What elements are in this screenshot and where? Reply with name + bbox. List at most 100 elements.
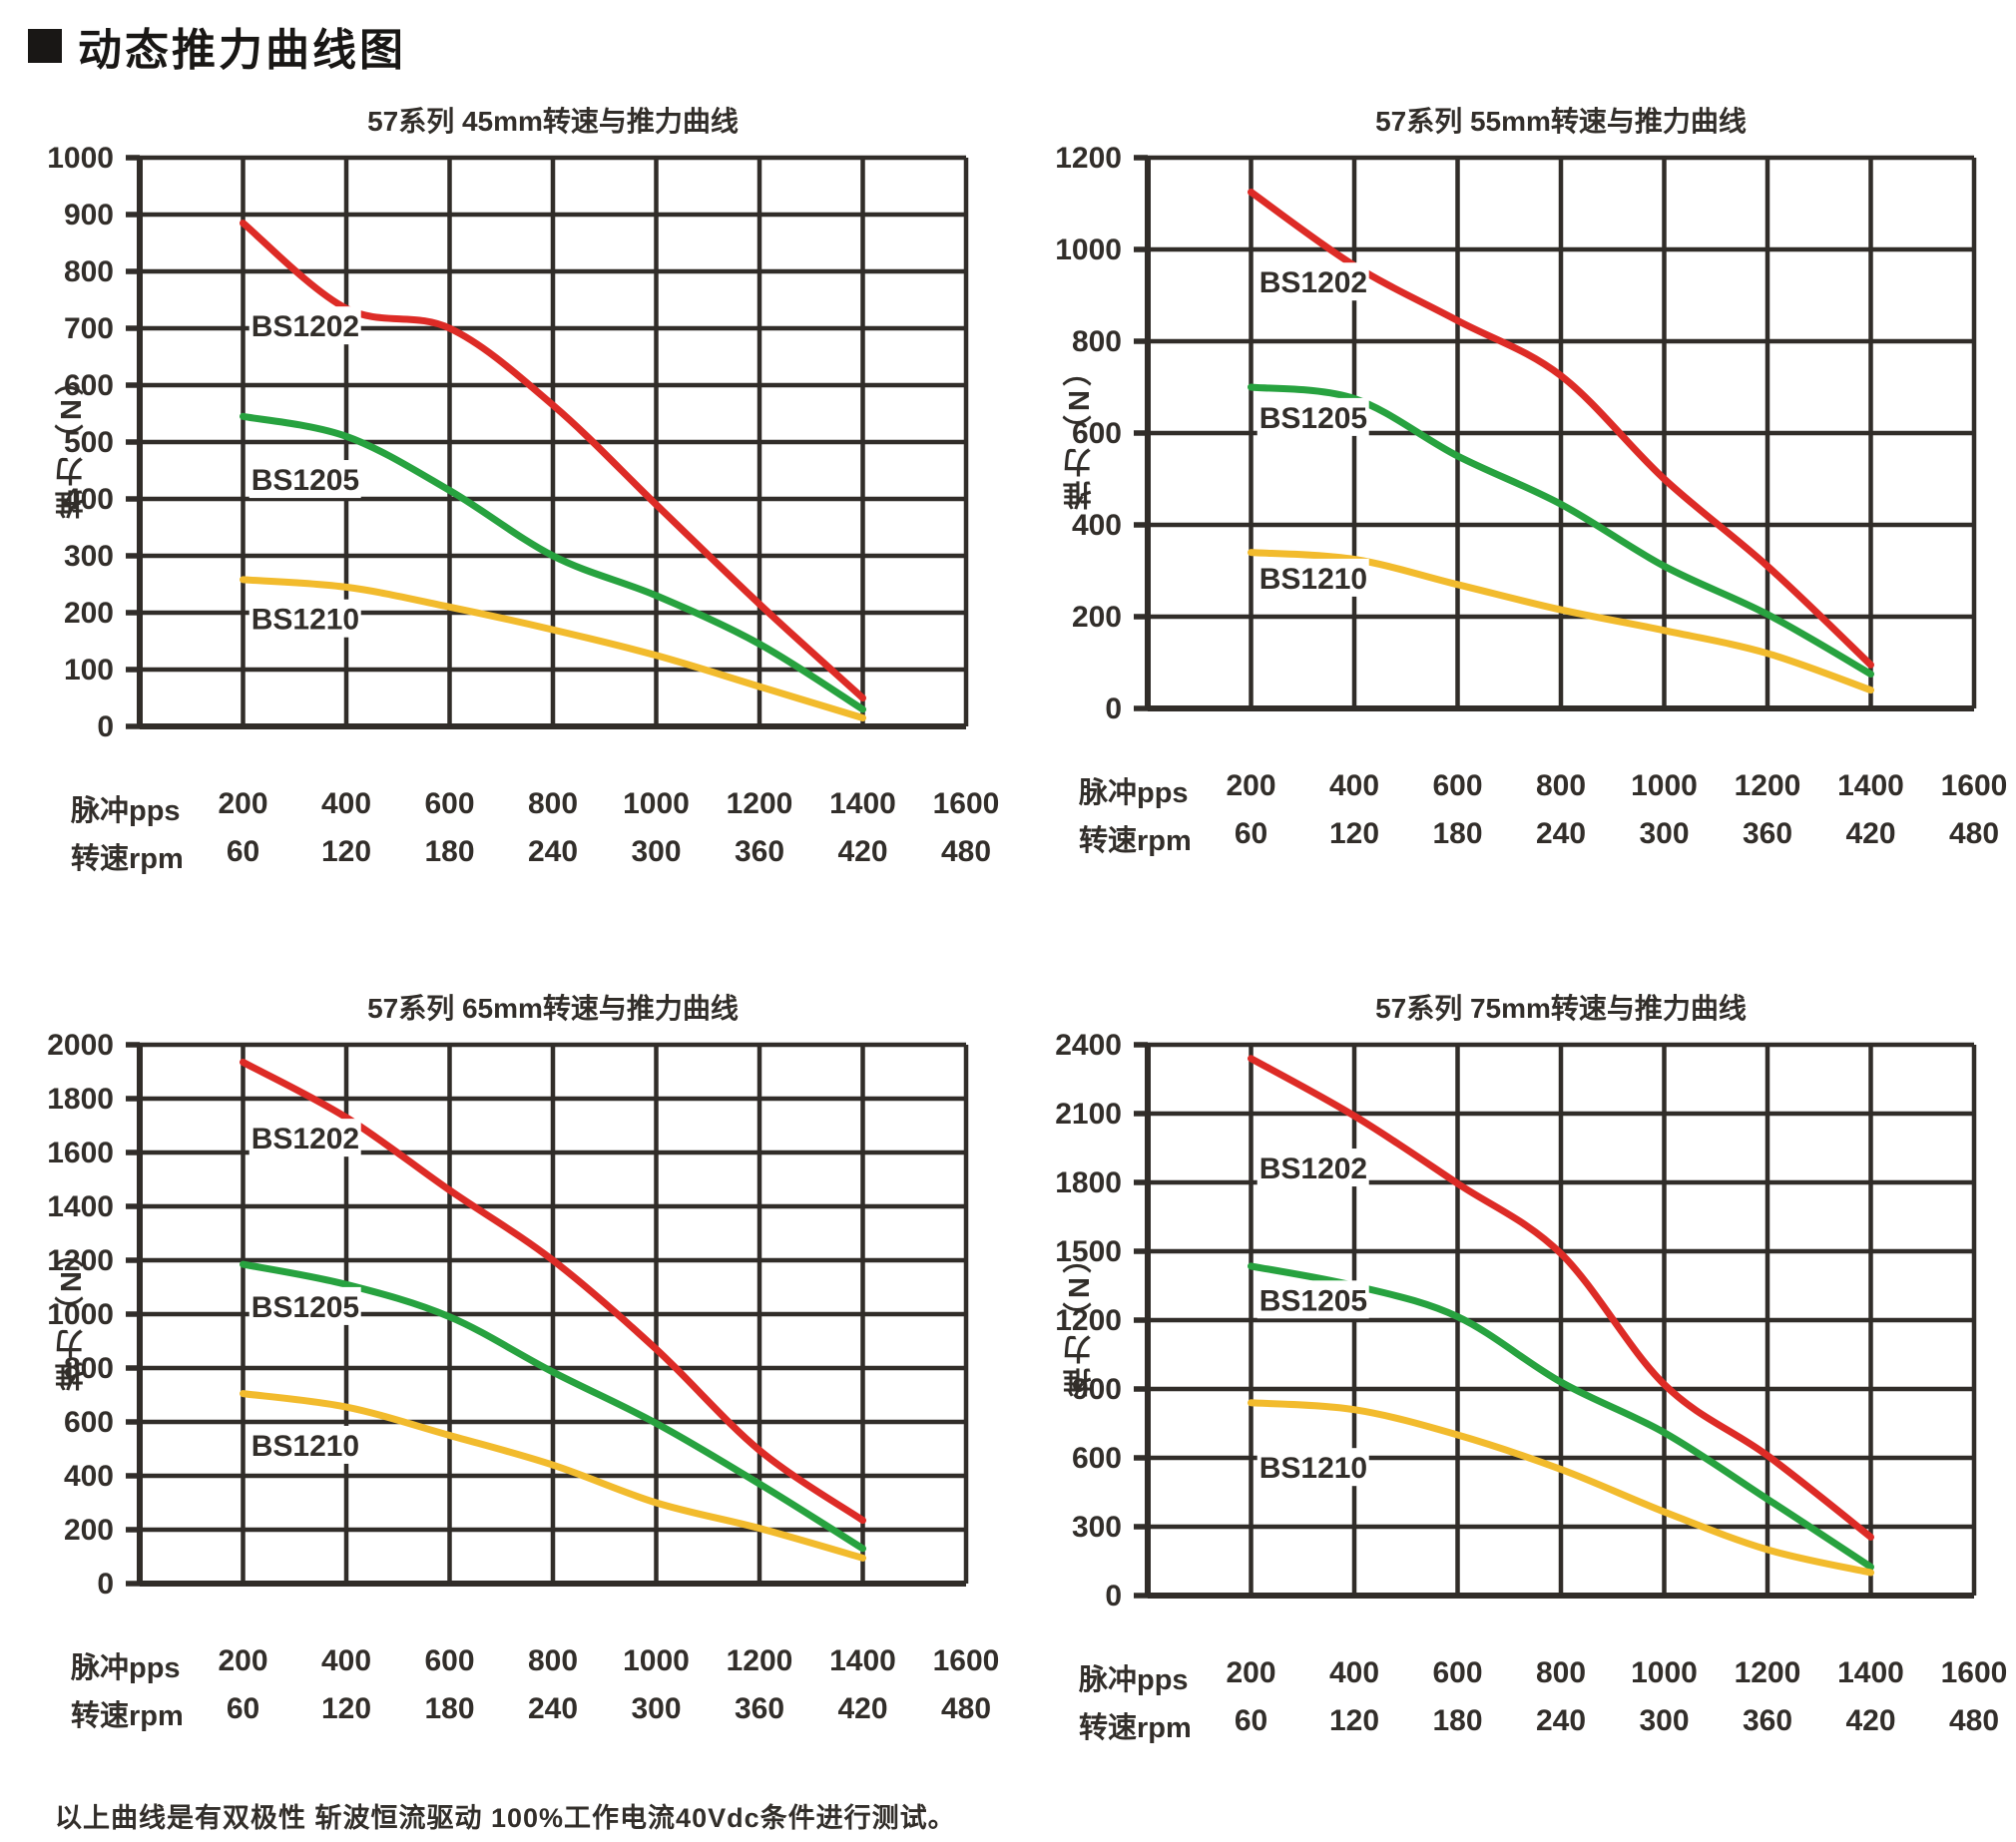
x-tick-x_pps-800: 800 bbox=[1535, 1656, 1587, 1689]
y-tick-label: 400 bbox=[1072, 509, 1122, 542]
x-tick-x_pps-1200: 1200 bbox=[726, 787, 793, 820]
y-tick-label: 0 bbox=[97, 1568, 114, 1600]
series-label-bs1210: BS1210 bbox=[1260, 1452, 1367, 1485]
series-label-bg bbox=[249, 306, 361, 345]
series-label-bg bbox=[249, 1425, 361, 1464]
x-axis-75mm: 脉冲pps 200 400 600 800 1000 1200 1400 1600 转速rpm 60… bbox=[1053, 1656, 2007, 1744]
plot-grid: 2000180016001400120010008006004002000BS1… bbox=[47, 1029, 969, 1601]
x-tick-x_rpm-360: 360 bbox=[1742, 817, 1793, 850]
x-tick-x_rpm-300: 300 bbox=[631, 835, 682, 868]
curve-bs1210 bbox=[240, 576, 866, 721]
chart-57-55mm: 57系列 55mm转速与推力曲线 推力（N） 1200 1000 800 600 400… bbox=[1053, 100, 2016, 875]
x-axis-45mm: 脉冲pps 200 400 600 800 1000 1200 1400 1600 转速rpm 60… bbox=[45, 787, 999, 875]
x-tick-x_rpm-360: 360 bbox=[1742, 1704, 1793, 1737]
y-tick-label: 900 bbox=[64, 199, 114, 231]
x-tick-x_pps-1000: 1000 bbox=[623, 787, 690, 820]
y-tick-label: 300 bbox=[64, 540, 114, 573]
x-axis-row-label-x_pps: 脉冲pps bbox=[1079, 777, 1189, 809]
chart-title-45mm: 57系列 45mm转速与推力曲线 bbox=[367, 106, 739, 137]
x-tick-x_pps-200: 200 bbox=[1226, 1656, 1276, 1689]
x-tick-x_pps-800: 800 bbox=[527, 787, 579, 820]
x-axis-row-label-x_rpm: 转速rpm bbox=[71, 843, 184, 875]
section-marker-square-icon bbox=[28, 29, 62, 63]
y-tick-label: 800 bbox=[1072, 325, 1122, 358]
y-tick-label: 1500 bbox=[1055, 1235, 1122, 1268]
y-tick-label: 1400 bbox=[47, 1190, 114, 1223]
y-tick-label: 800 bbox=[64, 255, 114, 288]
y-tick-label: 600 bbox=[1072, 1442, 1122, 1475]
y-tick-label: 700 bbox=[64, 312, 114, 345]
y-tick-label: 1000 bbox=[47, 142, 114, 175]
x-tick-x_pps-1400: 1400 bbox=[829, 1644, 896, 1677]
x-tick-x_rpm-300: 300 bbox=[1639, 1704, 1690, 1737]
y-tick-label: 1600 bbox=[47, 1137, 114, 1169]
x-tick-x_pps-1400: 1400 bbox=[1837, 1656, 1904, 1689]
curve-bs1202 bbox=[1248, 1055, 1874, 1541]
test-condition-note: 以上曲线是有双极性 斩波恒流驱动 100%工作电流40Vdc条件进行测试。 bbox=[55, 1803, 956, 1833]
series-label-bg bbox=[249, 460, 361, 499]
x-tick-x_rpm-240: 240 bbox=[1535, 817, 1587, 850]
y-tick-label: 1200 bbox=[1055, 1304, 1122, 1337]
x-tick-x_pps-1200: 1200 bbox=[1734, 769, 1801, 802]
series-label-bg bbox=[249, 1286, 361, 1325]
series-label-bs1205: BS1205 bbox=[1260, 402, 1367, 435]
x-tick-x_pps-200: 200 bbox=[218, 1644, 268, 1677]
y-tick-label: 0 bbox=[1105, 1580, 1122, 1612]
y-tick-label: 200 bbox=[64, 597, 114, 630]
x-tick-x_rpm-300: 300 bbox=[1639, 817, 1690, 850]
x-tick-x_rpm-60: 60 bbox=[226, 1692, 260, 1725]
curve-bs1202 bbox=[240, 1059, 866, 1525]
x-tick-x_rpm-60: 60 bbox=[1234, 817, 1268, 850]
x-tick-x_rpm-180: 180 bbox=[424, 1692, 475, 1725]
x-tick-x_rpm-420: 420 bbox=[837, 1692, 888, 1725]
series-label-bg bbox=[1257, 262, 1369, 301]
x-tick-x_pps-400: 400 bbox=[320, 787, 372, 820]
series-label-bs1210: BS1210 bbox=[252, 1430, 359, 1463]
y-axis-label: 推力（N） bbox=[56, 362, 88, 519]
series-label-bs1202: BS1202 bbox=[1260, 1152, 1367, 1185]
chart-57-75mm: 57系列 75mm转速与推力曲线 推力（N） 2400 2100 1800 1500 1… bbox=[1053, 987, 2016, 1744]
x-tick-x_pps-600: 600 bbox=[424, 787, 475, 820]
curve-bs1205 bbox=[240, 412, 866, 713]
y-tick-label: 2000 bbox=[47, 1029, 114, 1062]
x-tick-x_rpm-180: 180 bbox=[1432, 1704, 1483, 1737]
series-label-bs1202: BS1202 bbox=[252, 1123, 359, 1155]
chart-title-55mm: 57系列 55mm转速与推力曲线 bbox=[1375, 106, 1747, 137]
x-axis-row-label-x_pps: 脉冲pps bbox=[71, 795, 181, 827]
series-label-bs1205: BS1205 bbox=[252, 464, 359, 497]
series-label-bs1202: BS1202 bbox=[252, 310, 359, 343]
thrust-plot-svg: 1200 1000 800 600 400 200 0 BS1202 BS1205 BS1210 bbox=[1055, 142, 1977, 725]
x-tick-x_pps-800: 800 bbox=[527, 1644, 579, 1677]
x-tick-x_pps-600: 600 bbox=[424, 1644, 475, 1677]
x-tick-x_pps-600: 600 bbox=[1432, 1656, 1483, 1689]
x-tick-x_pps-800: 800 bbox=[1535, 769, 1587, 802]
page-header: 动态推力曲线图 bbox=[0, 0, 2016, 78]
y-axis-label: 推力（N） bbox=[56, 1234, 88, 1391]
series-label-bg bbox=[249, 1119, 361, 1157]
x-tick-x_pps-400: 400 bbox=[1328, 769, 1380, 802]
x-axis-55mm: 脉冲pps 200 400 600 800 1000 1200 1400 1600 转速rpm 60… bbox=[1053, 769, 2007, 857]
x-tick-x_pps-1400: 1400 bbox=[829, 787, 896, 820]
y-tick-label: 600 bbox=[1072, 417, 1122, 450]
y-tick-label: 1200 bbox=[1055, 142, 1122, 175]
chart-57-45mm: 57系列 45mm转速与推力曲线 推力（N） 1000 900 800 700 600 5… bbox=[45, 100, 1008, 875]
x-tick-x_pps-400: 400 bbox=[320, 1644, 372, 1677]
x-tick-x_rpm-120: 120 bbox=[1328, 1704, 1380, 1737]
y-tick-label: 200 bbox=[64, 1514, 114, 1547]
series-label-bg bbox=[1257, 1149, 1369, 1187]
curve-bs1205 bbox=[240, 1260, 866, 1553]
plot-area-65mm: 2000 1800 1600 1400 1200 1000 800 600 400 200 0 BS1… bbox=[45, 1029, 981, 1605]
thrust-plot-svg: 10009008007006005004003002001000BS1202BS… bbox=[47, 142, 969, 743]
y-tick-label: 500 bbox=[64, 426, 114, 459]
y-tick-label: 1200 bbox=[47, 1244, 114, 1277]
series-label-bs1202: BS1202 bbox=[1260, 266, 1367, 299]
plot-grid: 1200 1000 800 600 400 200 0 BS1202 BS1205 BS1210 bbox=[1055, 142, 1977, 725]
y-tick-label: 1800 bbox=[1055, 1166, 1122, 1199]
x-tick-x_pps-1000: 1000 bbox=[623, 1644, 690, 1677]
thrust-plot-svg: 2000180016001400120010008006004002000BS1… bbox=[47, 1029, 969, 1601]
plot-area-45mm: 1000 900 800 700 600 500 400 300 200 100 0 BS1202 BS… bbox=[45, 142, 981, 747]
x-tick-x_rpm-240: 240 bbox=[1535, 1704, 1587, 1737]
y-tick-label: 300 bbox=[1072, 1511, 1122, 1544]
curve-bs1210 bbox=[240, 1390, 866, 1562]
y-tick-label: 400 bbox=[64, 483, 114, 516]
